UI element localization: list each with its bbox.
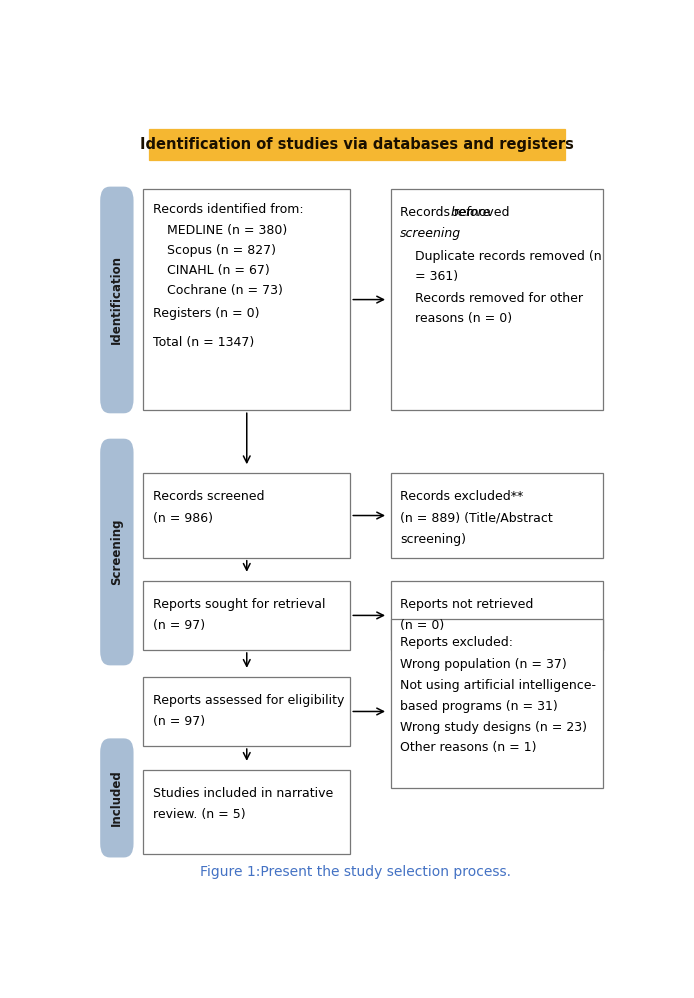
Text: Total (n = 1347): Total (n = 1347) (153, 336, 254, 349)
Text: Records removed: Records removed (400, 206, 514, 219)
FancyBboxPatch shape (391, 473, 603, 558)
Text: screening): screening) (400, 533, 466, 546)
Text: Not using artificial intelligence-: Not using artificial intelligence- (400, 680, 596, 693)
Text: Identification: Identification (110, 255, 124, 344)
FancyBboxPatch shape (143, 189, 350, 410)
Text: Cochrane (n = 73): Cochrane (n = 73) (167, 284, 283, 297)
FancyBboxPatch shape (143, 769, 350, 854)
Text: based programs (n = 31): based programs (n = 31) (400, 700, 558, 713)
Text: (n = 986): (n = 986) (153, 512, 213, 525)
FancyBboxPatch shape (143, 473, 350, 558)
Text: Records excluded**: Records excluded** (400, 490, 523, 503)
FancyBboxPatch shape (143, 581, 350, 650)
Text: Records screened: Records screened (153, 490, 264, 503)
FancyBboxPatch shape (149, 129, 566, 160)
FancyBboxPatch shape (143, 677, 350, 747)
Text: Reports assessed for eligibility: Reports assessed for eligibility (153, 694, 344, 707)
Text: CINAHL (n = 67): CINAHL (n = 67) (167, 264, 270, 277)
Text: Reports sought for retrieval: Reports sought for retrieval (153, 598, 325, 611)
Text: Reports excluded:: Reports excluded: (400, 636, 514, 649)
Text: Screening: Screening (110, 519, 124, 585)
Text: Wrong population (n = 37): Wrong population (n = 37) (400, 658, 567, 671)
Text: = 361): = 361) (415, 270, 458, 283)
Text: Reports not retrieved: Reports not retrieved (400, 598, 534, 611)
Text: Registers (n = 0): Registers (n = 0) (153, 307, 260, 320)
Text: (n = 889) (Title/Abstract: (n = 889) (Title/Abstract (400, 512, 553, 525)
Text: Other reasons (n = 1): Other reasons (n = 1) (400, 742, 537, 754)
Text: :: : (428, 228, 432, 241)
FancyBboxPatch shape (391, 619, 603, 788)
Text: Identification of studies via databases and registers: Identification of studies via databases … (140, 137, 574, 152)
Text: Records identified from:: Records identified from: (153, 203, 303, 216)
Text: (n = 97): (n = 97) (153, 619, 205, 633)
FancyBboxPatch shape (100, 187, 133, 413)
Text: before: before (450, 206, 491, 219)
Text: (n = 0): (n = 0) (400, 619, 445, 633)
Text: MEDLINE (n = 380): MEDLINE (n = 380) (167, 225, 288, 238)
FancyBboxPatch shape (391, 581, 603, 650)
Text: Scopus (n = 827): Scopus (n = 827) (167, 245, 276, 257)
FancyBboxPatch shape (391, 189, 603, 410)
Text: review. (n = 5): review. (n = 5) (153, 808, 246, 821)
Text: Included: Included (110, 769, 124, 826)
Text: Wrong study designs (n = 23): Wrong study designs (n = 23) (400, 721, 587, 734)
Text: Records removed for other: Records removed for other (415, 291, 583, 305)
Text: reasons (n = 0): reasons (n = 0) (415, 312, 512, 325)
Text: Duplicate records removed (n: Duplicate records removed (n (415, 250, 602, 263)
Text: Studies included in narrative: Studies included in narrative (153, 786, 333, 799)
FancyBboxPatch shape (100, 439, 133, 666)
Text: screening: screening (400, 228, 462, 241)
Text: (n = 97): (n = 97) (153, 716, 205, 729)
FancyBboxPatch shape (100, 739, 133, 857)
Text: Figure 1:Present the study selection process.: Figure 1:Present the study selection pro… (200, 865, 511, 879)
